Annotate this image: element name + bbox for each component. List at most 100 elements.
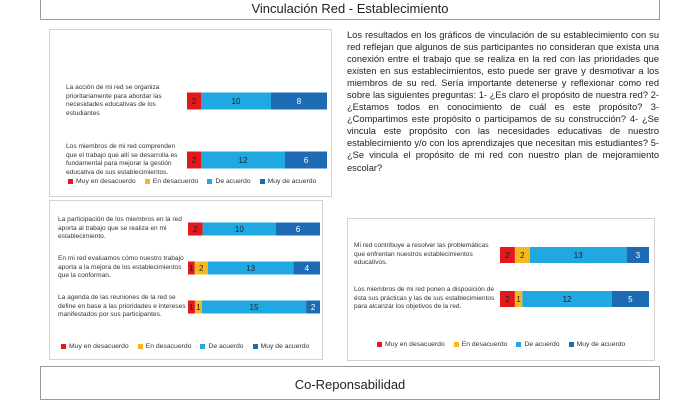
chart-vinculacion-2: La participación de los miembros en la r… <box>49 200 323 360</box>
data-label: 10 <box>235 225 244 234</box>
data-label: 6 <box>296 225 301 234</box>
data-label: 6 <box>304 156 309 165</box>
data-label: 2 <box>311 303 316 312</box>
legend-swatch <box>516 342 522 347</box>
legend-label: Muy de acuerdo <box>576 341 626 348</box>
data-label: 12 <box>239 156 248 165</box>
legend-item: Muy en desacuerdo <box>68 178 136 185</box>
legend-label: Muy de acuerdo <box>267 178 317 185</box>
data-label: 1 <box>516 295 521 304</box>
stacked-bar-plot: 2 10 61 2 13 41 1 15 2 <box>188 222 320 314</box>
data-label: 2 <box>192 97 197 106</box>
category-label: En mi red evaluamos cómo nuestro trabajo… <box>58 255 184 279</box>
bar-segment-muy-en-desacuerdo <box>187 92 201 110</box>
section-title-coresponsabilidad: Co-Reponsabilidad <box>40 366 660 400</box>
bar-segment-de-acuerdo <box>522 291 612 307</box>
category-label: Los miembros de mi red comprenden que el… <box>66 143 178 176</box>
bar-segment-en-desacuerdo <box>194 261 208 275</box>
data-label: 2 <box>193 225 198 234</box>
stacked-bar-plot: 2 10 8 2 12 6 <box>187 92 327 169</box>
category-label: La agenda de las reuniones de la red se … <box>58 294 186 318</box>
legend-item: Muy de acuerdo <box>259 178 317 185</box>
bar-segment-muy-de-acuerdo <box>293 261 320 275</box>
chart-legend: Muy en desacuerdo En desacuerdo De acuerdo… <box>377 341 625 348</box>
legend-swatch <box>252 344 258 349</box>
legend-label: En desacuerdo <box>461 341 508 348</box>
legend-swatch <box>377 342 382 347</box>
legend-swatch <box>453 342 459 347</box>
bar-segment-de-acuerdo <box>201 300 307 314</box>
bar-segment-muy-de-acuerdo <box>306 300 320 314</box>
analysis-paragraph: Los resultados en los gráficos de vincul… <box>347 30 659 173</box>
chart-vinculacion-3: Mi red contribuye a resolver las problem… <box>347 218 655 361</box>
bar-segment-muy-de-acuerdo <box>611 291 649 307</box>
legend-label: Muy en desacuerdo <box>76 178 136 185</box>
bar-segment-muy-en-desacuerdo <box>188 222 203 236</box>
legend-item: De acuerdo <box>200 343 244 350</box>
bar-segment-de-acuerdo <box>207 261 294 275</box>
legend-swatch <box>144 179 150 184</box>
legend-item: De acuerdo <box>516 341 560 348</box>
category-label: La acción de mi red se organiza priorita… <box>66 84 162 117</box>
bar-segment-muy-en-desacuerdo <box>188 261 195 275</box>
data-label: 2 <box>520 251 525 260</box>
legend-label: En desacuerdo <box>145 343 192 350</box>
bar-segment-en-desacuerdo <box>514 291 523 307</box>
legend-label: Muy en desacuerdo <box>385 341 445 348</box>
stacked-bar-plot: 2 2 13 32 1 12 5 <box>500 247 649 307</box>
data-label: 8 <box>297 97 302 106</box>
category-label: La participación de los miembros en la r… <box>58 216 182 240</box>
bar-segment-muy-de-acuerdo <box>271 92 327 110</box>
legend-item: Muy en desacuerdo <box>61 343 129 350</box>
legend-swatch <box>568 342 574 347</box>
bar-segment-en-desacuerdo <box>514 247 530 263</box>
bar-segment-en-desacuerdo <box>194 300 202 314</box>
data-label: 2 <box>199 264 204 273</box>
data-label: 13 <box>574 251 583 260</box>
legend-label: De acuerdo <box>524 341 560 348</box>
legend-label: En desacuerdo <box>152 178 199 185</box>
data-label: 1 <box>189 264 194 273</box>
legend-swatch <box>68 179 73 184</box>
data-label: 3 <box>636 251 641 260</box>
legend-label: Muy en desacuerdo <box>69 343 129 350</box>
data-label: 12 <box>563 295 572 304</box>
legend-swatch <box>207 179 213 184</box>
bar-segment-muy-en-desacuerdo <box>500 247 515 263</box>
legend-swatch <box>200 344 206 349</box>
bar-segment-de-acuerdo <box>529 247 627 263</box>
legend-swatch <box>259 179 265 184</box>
legend-item: Muy de acuerdo <box>252 343 310 350</box>
section-title-vinculacion: Vinculación Red - Establecimiento <box>40 0 660 20</box>
data-label: 4 <box>305 264 310 273</box>
bar-segment-de-acuerdo <box>201 92 271 110</box>
data-label: 2 <box>192 156 197 165</box>
legend-item: Muy en desacuerdo <box>377 341 445 348</box>
bar-segment-de-acuerdo <box>202 222 276 236</box>
legend-item: De acuerdo <box>207 178 251 185</box>
bar-segment-muy-de-acuerdo <box>276 222 320 236</box>
data-label: 1 <box>189 303 194 312</box>
legend-label: Muy de acuerdo <box>260 343 310 350</box>
data-label: 2 <box>505 251 510 260</box>
data-label: 10 <box>232 97 241 106</box>
data-label: 15 <box>250 303 259 312</box>
chart-vinculacion-1: La acción de mi red se organiza priorita… <box>49 29 332 197</box>
legend-swatch <box>61 344 66 349</box>
legend-item: En desacuerdo <box>144 178 199 185</box>
category-label: Mi red contribuye a resolver las problem… <box>354 242 489 266</box>
chart-legend: Muy en desacuerdo En desacuerdo De acuerdo… <box>61 343 309 350</box>
legend-item: Muy de acuerdo <box>568 341 626 348</box>
bar-segment-muy-de-acuerdo <box>285 151 327 169</box>
bar-segment-muy-en-desacuerdo <box>187 151 201 169</box>
legend-item: En desacuerdo <box>453 341 508 348</box>
bar-segment-muy-en-desacuerdo <box>188 300 195 314</box>
legend-item: En desacuerdo <box>137 343 192 350</box>
data-label: 2 <box>505 295 510 304</box>
bar-segment-de-acuerdo <box>201 151 285 169</box>
data-label: 13 <box>246 264 255 273</box>
chart-legend: Muy en desacuerdo En desacuerdo De acuerdo… <box>68 178 316 185</box>
data-label: 5 <box>628 295 633 304</box>
legend-label: De acuerdo <box>215 178 251 185</box>
legend-swatch <box>137 344 143 349</box>
